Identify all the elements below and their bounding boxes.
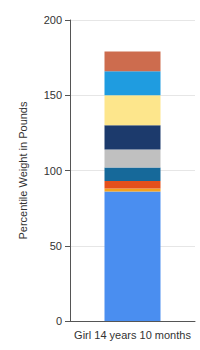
svg-text:150: 150 xyxy=(44,89,62,101)
svg-text:50: 50 xyxy=(50,240,62,252)
svg-text:200: 200 xyxy=(44,14,62,26)
svg-text:Percentile Weight in Pounds: Percentile Weight in Pounds xyxy=(17,101,29,239)
svg-text:0: 0 xyxy=(56,315,62,327)
svg-text:100: 100 xyxy=(44,165,62,177)
svg-text:Girl 14 years 10 months: Girl 14 years 10 months xyxy=(74,329,191,341)
